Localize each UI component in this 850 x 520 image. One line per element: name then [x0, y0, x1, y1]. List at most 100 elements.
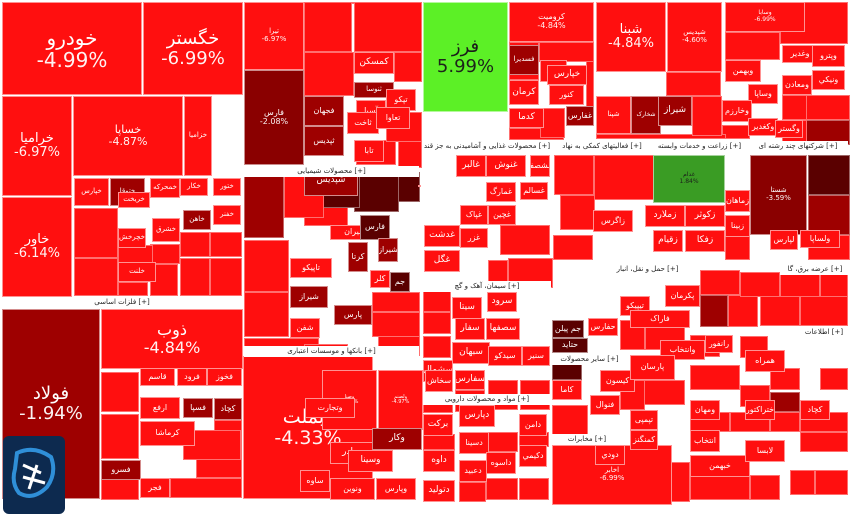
stock-tile-small[interactable]: زفکا — [685, 230, 725, 252]
stock-tile-unlabeled[interactable] — [666, 72, 721, 96]
stock-tile-unlabeled[interactable] — [372, 312, 420, 337]
stock-tile-small[interactable]: وکار — [372, 428, 422, 450]
stock-tile-small[interactable]: جم پيلن — [552, 320, 584, 338]
stock-tile-small[interactable]: فاراک — [630, 310, 690, 328]
stock-tile-unlabeled[interactable] — [760, 296, 800, 326]
stock-tile-small[interactable]: خزامیا — [184, 96, 212, 176]
stock-tile-small[interactable]: وپترو — [812, 45, 845, 67]
stock-tile-small[interactable]: غچين — [488, 205, 516, 225]
stock-tile-small[interactable]: ساوه — [300, 470, 330, 492]
stock-tile-small[interactable]: برکت — [423, 414, 453, 436]
stock-tile-unlabeled[interactable] — [700, 270, 740, 295]
stock-tile-unlabeled[interactable] — [394, 52, 422, 82]
stock-tile-small[interactable]: زقيام — [653, 230, 683, 252]
stock-tile-small[interactable]: خفنر — [213, 205, 241, 225]
stock-tile-unlabeled[interactable] — [539, 42, 594, 62]
stock-tile-small[interactable]: داسوه — [486, 452, 516, 474]
stock-tile-small[interactable]: سیدکو — [488, 346, 522, 366]
stock-tile-small[interactable]: خبهمن — [690, 455, 750, 477]
stock-tile-small[interactable]: ثپديس — [304, 126, 344, 156]
stock-tile-small[interactable]: لابسا — [745, 440, 785, 462]
stock-tile-small[interactable]: فخوز — [207, 368, 242, 386]
stock-tile[interactable]: فارس -2.08% — [244, 70, 304, 165]
stock-tile-small[interactable]: دپارس — [459, 405, 495, 427]
stock-tile-small[interactable]: کمنگنز — [630, 430, 658, 450]
stock-tile-unlabeled[interactable] — [586, 60, 594, 108]
stock-tile-small[interactable]: ومهان — [690, 400, 720, 420]
stock-tile-small[interactable]: فسرو — [101, 460, 141, 480]
stock-tile-small[interactable]: شفن — [290, 318, 320, 338]
stock-tile-unlabeled[interactable] — [690, 365, 740, 390]
sector-label[interactable]: فعالیتهای کمکی به نهاد [+] — [552, 141, 652, 152]
stock-tile-unlabeled[interactable] — [423, 290, 451, 312]
stock-tile[interactable]: خاور -6.14% — [2, 197, 72, 297]
stock-tile-small[interactable]: زماهان — [725, 190, 750, 212]
sector-label[interactable]: سیمان، آهک و گچ [+] — [423, 281, 551, 292]
stock-tile-small[interactable]: حتايد — [552, 338, 588, 353]
stock-tile-small[interactable]: همراه — [745, 350, 785, 372]
stock-tile-small[interactable]: غمارگ — [486, 182, 516, 202]
stock-tile-unlabeled[interactable] — [101, 478, 139, 500]
stock-tile-small[interactable]: خمحرکه — [150, 178, 180, 198]
stock-tile-unlabeled[interactable] — [101, 372, 139, 412]
stock-tile-unlabeled[interactable] — [780, 272, 820, 297]
sector-label[interactable]: سایر محصولات [+] — [552, 354, 627, 365]
stock-tile-small[interactable]: غنوش — [486, 155, 526, 177]
stock-tile-small[interactable]: سرود — [487, 292, 517, 312]
stock-tile-unlabeled[interactable] — [519, 478, 549, 500]
stock-tile-small[interactable]: وکغدير — [748, 118, 778, 136]
stock-tile-small[interactable]: خلنت — [118, 262, 156, 282]
stock-tile-unlabeled[interactable] — [244, 240, 289, 292]
stock-tile-small[interactable]: خکار — [180, 178, 208, 196]
stock-tile-small[interactable]: شخارک — [631, 96, 661, 134]
stock-tile-unlabeled[interactable] — [596, 134, 726, 139]
stock-tile-small[interactable]: سصفها — [486, 318, 520, 340]
stock-tile-small[interactable]: ومعادن — [782, 75, 812, 95]
stock-tile[interactable]: ولصنم -4.97% — [378, 370, 423, 430]
stock-tile-unlabeled[interactable] — [820, 272, 848, 297]
stock-tile-unlabeled[interactable] — [808, 155, 850, 195]
stock-tile-unlabeled[interactable] — [806, 95, 850, 120]
stock-tile-unlabeled[interactable] — [352, 2, 354, 4]
stock-tile[interactable]: شپديس -4.60% — [667, 2, 722, 72]
stock-tile-small[interactable]: سبهان — [452, 342, 490, 364]
stock-tile-small[interactable]: حفارس — [588, 318, 618, 336]
stock-tile-unlabeled[interactable] — [728, 295, 758, 327]
sector-label[interactable]: محصولات شیمیایی [+] — [244, 166, 419, 177]
stock-tile-unlabeled[interactable] — [101, 414, 139, 459]
stock-tile-small[interactable]: تابا — [354, 140, 384, 162]
stock-tile-small[interactable]: کمسکن — [354, 52, 394, 74]
stock-tile-unlabeled[interactable] — [244, 168, 284, 238]
stock-tile-small[interactable]: غپاک — [460, 205, 488, 225]
stock-tile-unlabeled[interactable] — [244, 292, 289, 337]
stock-tile-small[interactable]: شپنا — [596, 96, 631, 134]
sector-label[interactable]: مخابرات [+] — [552, 434, 622, 445]
stock-tile-unlabeled[interactable] — [782, 95, 807, 120]
stock-tile-small[interactable]: پکرمان — [665, 285, 700, 307]
stock-tile[interactable]: خودرو -4.99% — [2, 2, 142, 95]
stock-tile-unlabeled[interactable] — [423, 336, 451, 358]
stock-tile[interactable]: تيرا -6.97% — [244, 2, 304, 70]
stock-tile[interactable]: وسابا -6.99% — [725, 2, 805, 32]
stock-tile-small[interactable]: جم — [390, 272, 410, 292]
stock-tile[interactable]: فرز 5.99% — [423, 2, 508, 112]
stock-tile-unlabeled[interactable] — [725, 235, 750, 260]
stock-tile-small[interactable]: کرماشا — [140, 421, 195, 446]
stock-tile-unlabeled[interactable] — [488, 432, 518, 452]
stock-tile-small[interactable]: زکوثر — [685, 205, 725, 227]
stock-tile-small[interactable]: غزر — [460, 228, 488, 248]
stock-tile-small[interactable]: کنور — [549, 85, 584, 105]
stock-tile-small[interactable]: ونوين — [330, 478, 375, 500]
stock-tile-small[interactable]: فجر — [140, 478, 170, 498]
stock-tile-small[interactable]: خپارس — [547, 65, 587, 85]
stock-tile-small[interactable]: فسپا — [183, 398, 213, 418]
sector-label[interactable]: اطلاعات [+] — [798, 327, 850, 338]
stock-tile-unlabeled[interactable] — [180, 258, 210, 296]
stock-tile-small[interactable]: زبينا — [725, 215, 750, 237]
sector-label[interactable]: حمل و نقل، انبار [+] — [595, 264, 700, 275]
stock-tile-small[interactable]: وگستر — [775, 120, 803, 138]
stock-tile-unlabeled[interactable] — [594, 155, 654, 200]
stock-tile-unlabeled[interactable] — [372, 292, 420, 312]
stock-tile-small[interactable]: شپاکسا — [418, 185, 421, 187]
stock-tile-small[interactable]: سیتا — [452, 297, 482, 319]
